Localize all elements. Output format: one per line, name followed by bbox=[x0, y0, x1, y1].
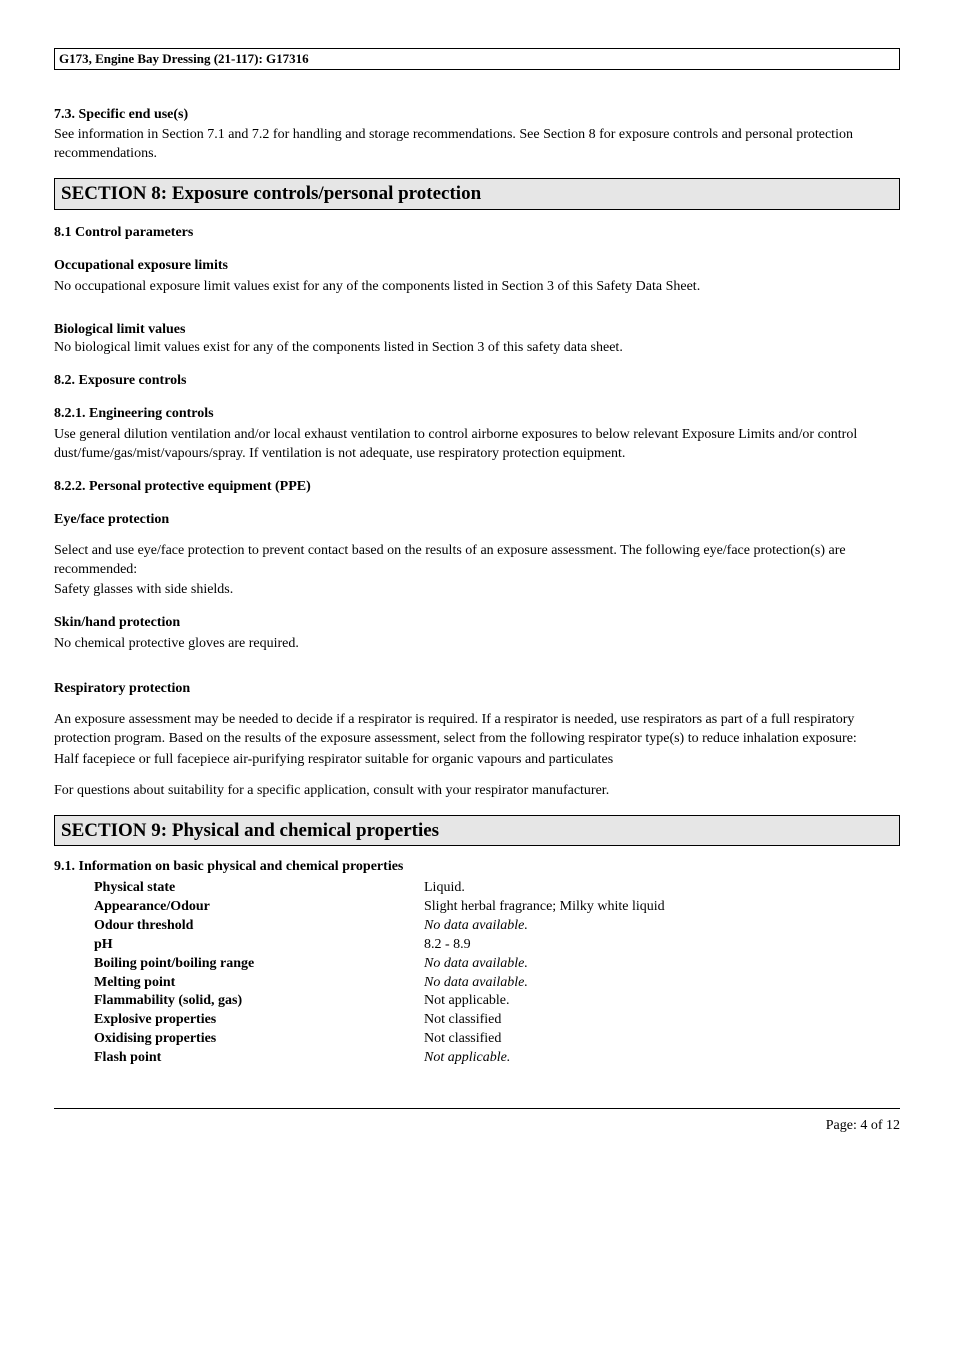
property-value: No data available. bbox=[424, 955, 528, 974]
property-value: Not classified bbox=[424, 1011, 501, 1030]
property-label: Odour threshold bbox=[94, 917, 424, 936]
property-label: pH bbox=[94, 936, 424, 955]
property-label: Explosive properties bbox=[94, 1011, 424, 1030]
property-label: Boiling point/boiling range bbox=[94, 955, 424, 974]
body-blv: No biological limit values exist for any… bbox=[54, 339, 900, 358]
heading-eye: Eye/face protection bbox=[54, 511, 900, 530]
heading-8-2: 8.2. Exposure controls bbox=[54, 372, 900, 391]
body-8-2-1: Use general dilution ventilation and/or … bbox=[54, 426, 900, 464]
property-row: Odour thresholdNo data available. bbox=[94, 917, 900, 936]
property-label: Oxidising properties bbox=[94, 1030, 424, 1049]
property-value: No data available. bbox=[424, 974, 528, 993]
property-row: Flammability (solid, gas)Not applicable. bbox=[94, 992, 900, 1011]
heading-9-1: 9.1. Information on basic physical and c… bbox=[54, 858, 900, 877]
property-row: pH8.2 - 8.9 bbox=[94, 936, 900, 955]
footer-rule bbox=[54, 1108, 900, 1109]
property-value: Liquid. bbox=[424, 879, 465, 898]
property-value: 8.2 - 8.9 bbox=[424, 936, 471, 955]
property-label: Appearance/Odour bbox=[94, 898, 424, 917]
property-row: Boiling point/boiling rangeNo data avail… bbox=[94, 955, 900, 974]
heading-resp: Respiratory protection bbox=[54, 680, 900, 699]
heading-blv: Biological limit values bbox=[54, 321, 900, 340]
doc-code-box: G173, Engine Bay Dressing (21-117): G173… bbox=[54, 48, 900, 70]
doc-code: G173, Engine Bay Dressing (21-117): G173… bbox=[59, 51, 309, 66]
body-resp-2: Half facepiece or full facepiece air-pur… bbox=[54, 751, 900, 770]
heading-8-2-1: 8.2.1. Engineering controls bbox=[54, 405, 900, 424]
property-value: Not applicable. bbox=[424, 1049, 510, 1068]
property-value: No data available. bbox=[424, 917, 528, 936]
property-row: Appearance/OdourSlight herbal fragrance;… bbox=[94, 898, 900, 917]
property-value: Not applicable. bbox=[424, 992, 510, 1011]
property-value: Not classified bbox=[424, 1030, 501, 1049]
property-label: Physical state bbox=[94, 879, 424, 898]
heading-8-2-2: 8.2.2. Personal protective equipment (PP… bbox=[54, 478, 900, 497]
heading-8-1: 8.1 Control parameters bbox=[54, 224, 900, 243]
property-row: Explosive propertiesNot classified bbox=[94, 1011, 900, 1030]
heading-7-3: 7.3. Specific end use(s) bbox=[54, 106, 900, 125]
property-label: Melting point bbox=[94, 974, 424, 993]
body-resp-1: An exposure assessment may be needed to … bbox=[54, 711, 900, 749]
heading-skin: Skin/hand protection bbox=[54, 614, 900, 633]
section-8-title: SECTION 8: Exposure controls/personal pr… bbox=[54, 178, 900, 210]
body-7-3: See information in Section 7.1 and 7.2 f… bbox=[54, 126, 900, 164]
body-skin: No chemical protective gloves are requir… bbox=[54, 635, 900, 654]
section-9-title: SECTION 9: Physical and chemical propert… bbox=[54, 815, 900, 847]
property-row: Oxidising propertiesNot classified bbox=[94, 1030, 900, 1049]
property-value: Slight herbal fragrance; Milky white liq… bbox=[424, 898, 665, 917]
property-label: Flash point bbox=[94, 1049, 424, 1068]
heading-oel: Occupational exposure limits bbox=[54, 257, 900, 276]
body-oel: No occupational exposure limit values ex… bbox=[54, 278, 900, 297]
properties-table: Physical stateLiquid.Appearance/OdourSli… bbox=[94, 879, 900, 1068]
property-row: Physical stateLiquid. bbox=[94, 879, 900, 898]
property-row: Flash pointNot applicable. bbox=[94, 1049, 900, 1068]
body-eye-2: Safety glasses with side shields. bbox=[54, 581, 900, 600]
body-eye-1: Select and use eye/face protection to pr… bbox=[54, 542, 900, 580]
property-row: Melting pointNo data available. bbox=[94, 974, 900, 993]
page-number: Page: 4 of 12 bbox=[54, 1117, 900, 1136]
property-label: Flammability (solid, gas) bbox=[94, 992, 424, 1011]
body-resp-3: For questions about suitability for a sp… bbox=[54, 782, 900, 801]
